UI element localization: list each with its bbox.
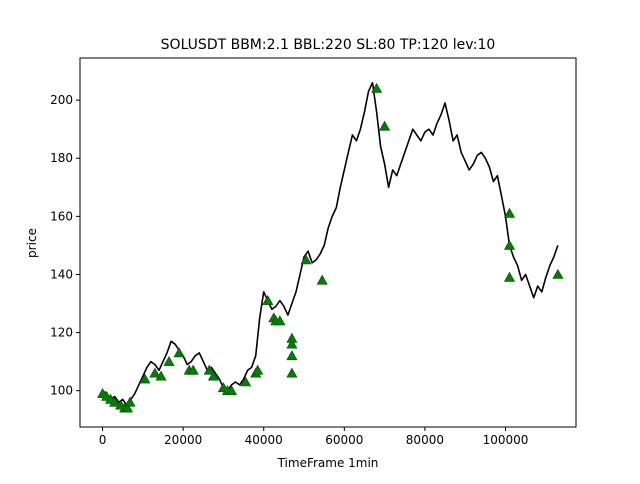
buy-marker — [286, 350, 298, 361]
x-tick-label: 0 — [99, 433, 107, 447]
buy-marker — [379, 120, 391, 131]
buy-marker — [262, 294, 274, 305]
buy-marker — [300, 254, 312, 265]
buy-marker — [121, 402, 134, 413]
y-axis-label: price — [25, 228, 39, 258]
buy-marker — [316, 274, 328, 285]
chart-marks — [97, 81, 564, 413]
buy-marker — [139, 373, 151, 384]
y-tick-label: 160 — [50, 209, 73, 223]
x-axis-ticks: 0 20000 40000 60000 80000 100000 — [99, 427, 529, 447]
plot-frame — [79, 57, 577, 428]
buy-marker — [503, 207, 516, 218]
buy-marker — [173, 347, 185, 358]
buy-marker — [503, 239, 516, 250]
y-tick-label: 120 — [50, 326, 73, 340]
buy-marker — [203, 364, 215, 375]
buy-marker — [371, 82, 383, 93]
buy-marker — [240, 376, 252, 387]
buy-marker — [274, 315, 286, 326]
buy-marker — [149, 367, 161, 378]
y-tick-label: 200 — [50, 93, 73, 107]
buy-marker — [225, 385, 238, 395]
y-tick-label: 180 — [50, 151, 73, 165]
x-tick-label: 80000 — [406, 433, 444, 447]
y-axis-ticks: 100 120 140 160 180 200 — [50, 93, 80, 398]
buy-marker — [503, 271, 516, 282]
buy-marker — [286, 367, 298, 378]
buy-marker — [109, 396, 121, 407]
x-tick-label: 40000 — [245, 433, 283, 447]
chart-title: SOLUSDT BBM:2.1 BBL:220 SL:80 TP:120 lev… — [161, 37, 496, 53]
y-tick-label: 100 — [50, 384, 73, 398]
x-tick-label: 100000 — [483, 433, 529, 447]
buy-marker — [124, 396, 136, 407]
buy-marker — [155, 370, 167, 381]
buy-marker — [187, 364, 199, 375]
x-axis-label: TimeFrame 1min — [277, 456, 379, 470]
buy-marker — [252, 364, 264, 375]
y-tick-label: 140 — [50, 267, 73, 281]
buy-marker — [286, 338, 298, 349]
buy-marker — [552, 268, 564, 279]
x-tick-label: 60000 — [325, 433, 363, 447]
buy-marker — [207, 370, 219, 381]
buy-marker — [163, 355, 175, 366]
x-tick-label: 20000 — [164, 433, 202, 447]
